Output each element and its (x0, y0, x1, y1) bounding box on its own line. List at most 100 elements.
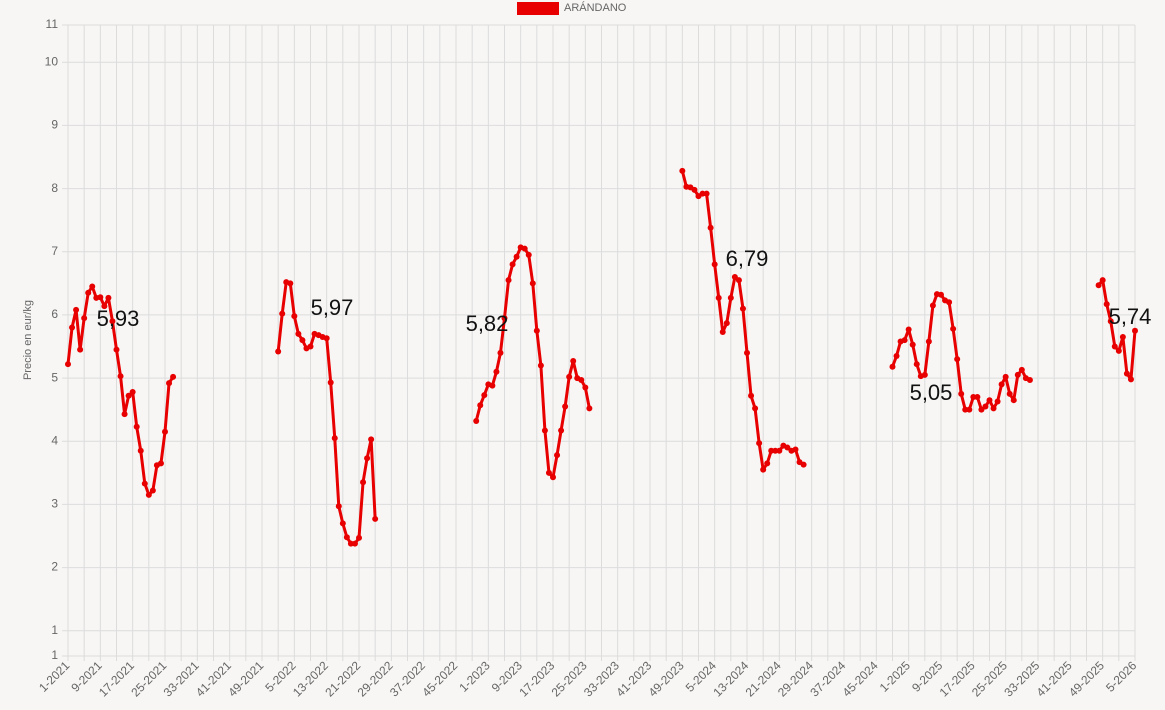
data-point (1002, 373, 1009, 380)
data-point (327, 379, 334, 386)
data-point (1127, 376, 1134, 383)
annotation: 5,05 (910, 380, 953, 405)
data-point (582, 384, 589, 391)
data-point (893, 352, 900, 359)
data-point (1026, 376, 1033, 383)
data-point (125, 392, 132, 399)
data-point (113, 346, 120, 353)
data-point (121, 411, 128, 418)
data-point (473, 418, 480, 425)
data-point (529, 280, 536, 287)
data-point (117, 373, 124, 380)
data-point (756, 440, 763, 447)
data-point (157, 460, 164, 467)
data-point (731, 274, 738, 281)
data-point (489, 382, 496, 389)
data-point (691, 186, 698, 193)
data-point (578, 376, 585, 383)
data-point (162, 428, 168, 435)
data-point (723, 320, 730, 327)
data-point (331, 435, 338, 442)
data-point (149, 487, 156, 494)
y-tick-label: 1 (51, 623, 58, 637)
data-point (1099, 277, 1106, 284)
data-point (1115, 347, 1122, 354)
data-point (89, 283, 96, 290)
data-point (368, 436, 375, 443)
data-point (170, 373, 177, 380)
data-point (739, 305, 746, 312)
data-point (703, 190, 710, 197)
data-point (752, 405, 759, 412)
data-point (323, 335, 330, 342)
y-tick-label: 5 (51, 370, 58, 384)
data-point (541, 427, 548, 434)
data-point (1132, 327, 1138, 334)
data-point (65, 361, 71, 368)
data-point (133, 423, 140, 430)
data-point (719, 328, 726, 335)
data-point (493, 368, 500, 375)
data-point (792, 446, 799, 453)
data-point (166, 380, 173, 387)
data-point (901, 337, 908, 344)
data-point (497, 349, 504, 356)
data-point (954, 356, 961, 363)
data-point (81, 315, 88, 322)
annotation: 5,82 (466, 311, 509, 336)
data-point (905, 326, 912, 333)
data-point (776, 447, 783, 454)
data-point (711, 261, 718, 268)
data-point (1123, 370, 1130, 377)
data-point (715, 294, 722, 301)
y-tick-label: 9 (51, 118, 58, 132)
data-point (760, 466, 767, 473)
legend-label: ARÁNDANO (564, 1, 627, 14)
data-point (129, 388, 136, 395)
data-point (550, 474, 556, 481)
data-point (109, 318, 116, 325)
data-point (521, 245, 528, 252)
data-point (958, 390, 965, 397)
data-point (73, 306, 80, 313)
data-point (554, 452, 561, 459)
data-point (735, 277, 742, 284)
data-point (679, 167, 686, 174)
data-point (137, 447, 144, 454)
data-point (566, 373, 573, 380)
data-point (784, 444, 791, 451)
data-point (513, 253, 520, 260)
data-point (145, 491, 152, 498)
data-point (913, 361, 920, 368)
data-point (707, 224, 714, 231)
data-point (295, 330, 302, 337)
data-point (509, 261, 516, 268)
data-point (351, 540, 358, 547)
data-point (748, 392, 755, 399)
data-point (570, 358, 577, 365)
data-point (558, 427, 565, 434)
data-point (974, 394, 981, 401)
data-point (372, 515, 379, 522)
data-point (69, 324, 76, 331)
data-point (990, 405, 997, 412)
data-point (141, 480, 148, 487)
data-point (364, 455, 371, 462)
data-point (481, 392, 488, 399)
data-point (501, 315, 508, 322)
data-point (1018, 366, 1025, 373)
y-tick-label: 3 (51, 497, 58, 511)
data-point (97, 294, 104, 301)
data-point (1103, 301, 1110, 308)
data-point (105, 294, 112, 301)
y-tick-label: 10 (45, 54, 59, 68)
data-point (307, 343, 314, 350)
y-tick-label: 6 (51, 307, 58, 321)
data-point (966, 406, 973, 413)
data-point (1010, 397, 1017, 404)
data-point (287, 280, 294, 287)
data-point (77, 346, 84, 353)
data-point (533, 327, 540, 334)
